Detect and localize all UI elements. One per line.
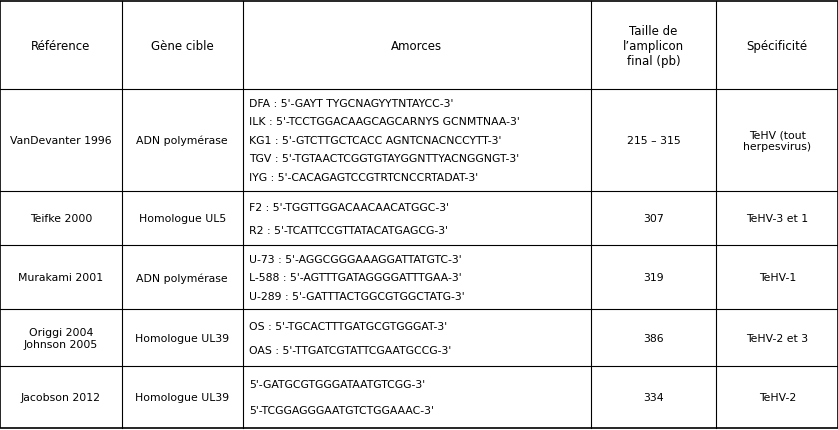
Text: TeHV (tout
herpesvirus): TeHV (tout herpesvirus) xyxy=(743,130,811,151)
Text: TeHV-2 et 3: TeHV-2 et 3 xyxy=(746,333,809,343)
Text: L-588 : 5'-AGTTTGATAGGGGATTTGAA-3': L-588 : 5'-AGTTTGATAGGGGATTTGAA-3' xyxy=(249,273,462,283)
Text: U-73 : 5'-AGGCGGGAAAGGATTATGTC-3': U-73 : 5'-AGGCGGGAAAGGATTATGTC-3' xyxy=(249,254,462,264)
Text: ADN polymérase: ADN polymérase xyxy=(137,273,228,283)
Text: TeHV-1: TeHV-1 xyxy=(758,273,796,283)
Text: Spécificité: Spécificité xyxy=(747,40,808,52)
Text: OS : 5'-TGCACTTTGATGCGTGGGAT-3': OS : 5'-TGCACTTTGATGCGTGGGAT-3' xyxy=(249,321,447,331)
Text: F2 : 5'-TGGTTGGACAACAACATGGC-3': F2 : 5'-TGGTTGGACAACAACATGGC-3' xyxy=(249,202,449,212)
Text: 215 – 315: 215 – 315 xyxy=(627,135,680,145)
Text: Origgi 2004
Johnson 2005: Origgi 2004 Johnson 2005 xyxy=(23,327,98,349)
Text: 334: 334 xyxy=(644,392,664,402)
Text: Amorces: Amorces xyxy=(391,40,442,52)
Text: 386: 386 xyxy=(644,333,664,343)
Text: Gène cible: Gène cible xyxy=(151,40,214,52)
Text: DFA : 5'-GAYT TYGCNAGYYTNTAYCC-3': DFA : 5'-GAYT TYGCNAGYYTNTAYCC-3' xyxy=(249,98,453,108)
Text: Jacobson 2012: Jacobson 2012 xyxy=(21,392,101,402)
Text: OAS : 5'-TTGATCGTATTCGAATGCCG-3': OAS : 5'-TTGATCGTATTCGAATGCCG-3' xyxy=(249,345,451,355)
Text: 5'-TCGGAGGGAATGTCTGGAAAC-3': 5'-TCGGAGGGAATGTCTGGAAAC-3' xyxy=(249,405,434,415)
Text: TeHV-3 et 1: TeHV-3 et 1 xyxy=(746,214,809,224)
Text: Murakami 2001: Murakami 2001 xyxy=(18,273,103,283)
Text: U-289 : 5'-GATTTACTGGCGTGGCTATG-3': U-289 : 5'-GATTTACTGGCGTGGCTATG-3' xyxy=(249,291,464,301)
Text: VanDevanter 1996: VanDevanter 1996 xyxy=(10,135,111,145)
Text: TeHV-2: TeHV-2 xyxy=(758,392,796,402)
Text: Homologue UL39: Homologue UL39 xyxy=(135,392,230,402)
Text: Homologue UL5: Homologue UL5 xyxy=(138,214,226,224)
Text: Homologue UL39: Homologue UL39 xyxy=(135,333,230,343)
Text: 307: 307 xyxy=(644,214,664,224)
Text: ADN polymérase: ADN polymérase xyxy=(137,135,228,146)
Text: 319: 319 xyxy=(644,273,664,283)
Text: ILK : 5'-TCCTGGACAAGCAGCARNYS GCNMTNAA-3': ILK : 5'-TCCTGGACAAGCAGCARNYS GCNMTNAA-3… xyxy=(249,117,520,127)
Text: IYG : 5'-CACAGAGTCCGTRTCNCCRTADAT-3': IYG : 5'-CACAGAGTCCGTRTCNCCRTADAT-3' xyxy=(249,173,478,183)
Text: R2 : 5'-TCATTCCGTTATACATGAGCG-3': R2 : 5'-TCATTCCGTTATACATGAGCG-3' xyxy=(249,225,447,235)
Text: Teifke 2000: Teifke 2000 xyxy=(29,214,92,224)
Text: TGV : 5'-TGTAACTCGGTGTAYGGNTTYACNGGNGT-3': TGV : 5'-TGTAACTCGGTGTAYGGNTTYACNGGNGT-3… xyxy=(249,154,519,164)
Text: KG1 : 5'-GTCTTGCTCACC AGNTCNACNCCYTT-3': KG1 : 5'-GTCTTGCTCACC AGNTCNACNCCYTT-3' xyxy=(249,135,501,145)
Text: Référence: Référence xyxy=(31,40,91,52)
Text: 5'-GATGCGTGGGATAATGTCGG-3': 5'-GATGCGTGGGATAATGTCGG-3' xyxy=(249,379,425,389)
Text: Taille de
l’amplicon
final (pb): Taille de l’amplicon final (pb) xyxy=(623,25,684,68)
